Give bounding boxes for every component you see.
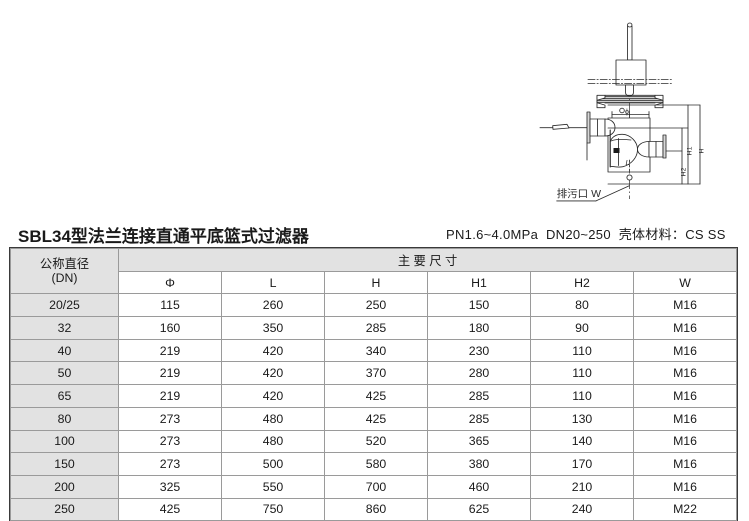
svg-text:L: L bbox=[626, 158, 630, 167]
svg-text:H1: H1 bbox=[687, 146, 694, 155]
svg-text:H2: H2 bbox=[681, 167, 688, 176]
svg-text:排污口 W: 排污口 W bbox=[557, 187, 601, 200]
svg-text:H: H bbox=[699, 148, 706, 153]
svg-text:ϕ: ϕ bbox=[625, 109, 629, 116]
